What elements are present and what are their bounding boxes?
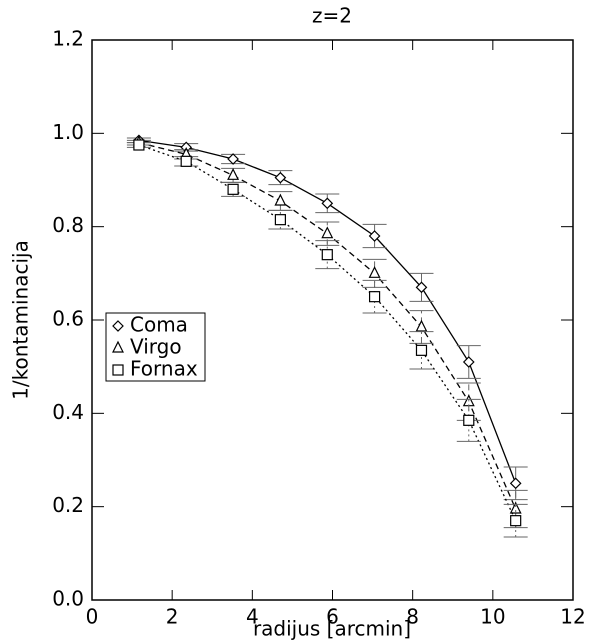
- point: [415, 344, 428, 356]
- legend-label: Virgo: [130, 335, 182, 359]
- legend-marker: [112, 364, 124, 376]
- y-tick-label: 1.0: [52, 120, 84, 144]
- point: [368, 265, 381, 278]
- x-tick-label: 0: [86, 605, 99, 629]
- chart-title: z=2: [312, 4, 352, 28]
- x-tick-label: 12: [560, 605, 585, 629]
- point: [463, 414, 475, 426]
- x-tick-label: 2: [166, 605, 179, 629]
- legend-label: Coma: [130, 313, 188, 337]
- legend-marker: [112, 340, 124, 353]
- point: [321, 197, 334, 210]
- y-axis-label: 1/kontaminacija: [9, 240, 33, 400]
- point: [509, 477, 522, 490]
- y-tick-label: 0.8: [52, 213, 84, 237]
- series-line: [138, 139, 517, 484]
- point: [321, 249, 333, 261]
- y-tick-label: 0.4: [52, 400, 84, 424]
- y-tick-label: 1.2: [52, 27, 84, 51]
- point: [180, 155, 192, 167]
- x-tick-label: 10: [480, 605, 505, 629]
- point: [227, 183, 239, 195]
- point: [274, 193, 287, 206]
- point: [415, 281, 428, 294]
- point: [510, 515, 522, 527]
- point: [509, 501, 522, 514]
- legend-marker: [112, 320, 124, 332]
- y-tick-label: 0.2: [52, 493, 84, 517]
- x-tick-label: 6: [326, 605, 339, 629]
- point: [415, 319, 428, 332]
- point: [321, 226, 334, 239]
- point: [462, 356, 475, 368]
- y-tick-label: 0.6: [52, 307, 84, 331]
- point: [227, 167, 240, 180]
- x-tick-label: 8: [406, 605, 419, 629]
- point: [227, 153, 239, 165]
- point: [368, 230, 381, 242]
- x-axis-label: radijus [arcmin]: [253, 617, 411, 641]
- y-tick-label: 0.0: [52, 587, 84, 611]
- series-line: [138, 144, 517, 521]
- legend-label: Fornax: [130, 357, 198, 381]
- point: [274, 171, 287, 184]
- x-tick-label: 4: [246, 605, 259, 629]
- point: [133, 139, 145, 151]
- point: [368, 291, 381, 303]
- point: [274, 214, 286, 226]
